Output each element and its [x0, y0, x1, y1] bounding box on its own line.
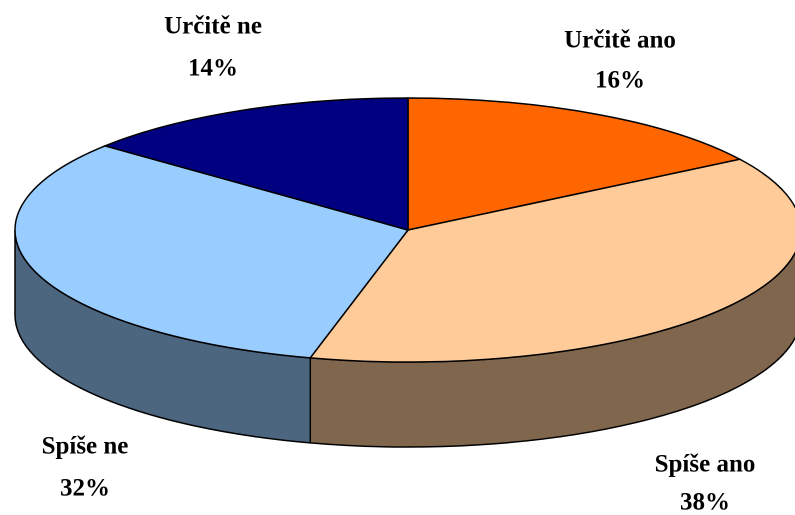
slice	[102, 97, 409, 231]
slice	[14, 145, 410, 359]
slice-label: Určitě ne	[164, 13, 262, 40]
slice-label: Spíše ano	[655, 451, 756, 478]
slice-label: Určitě ano	[564, 27, 676, 54]
slice	[407, 97, 742, 231]
value-label: 32%	[60, 475, 110, 502]
value-label: 38%	[680, 489, 730, 515]
pie	[14, 97, 795, 448]
value-label: 14%	[188, 55, 238, 82]
slice-label: Spíše ne	[42, 433, 129, 460]
labels: Určitě ano 16% Spíše ano 38% Spíše ne 32% Urči…	[42, 13, 756, 515]
slice	[308, 158, 795, 363]
value-label: 16%	[595, 67, 645, 94]
